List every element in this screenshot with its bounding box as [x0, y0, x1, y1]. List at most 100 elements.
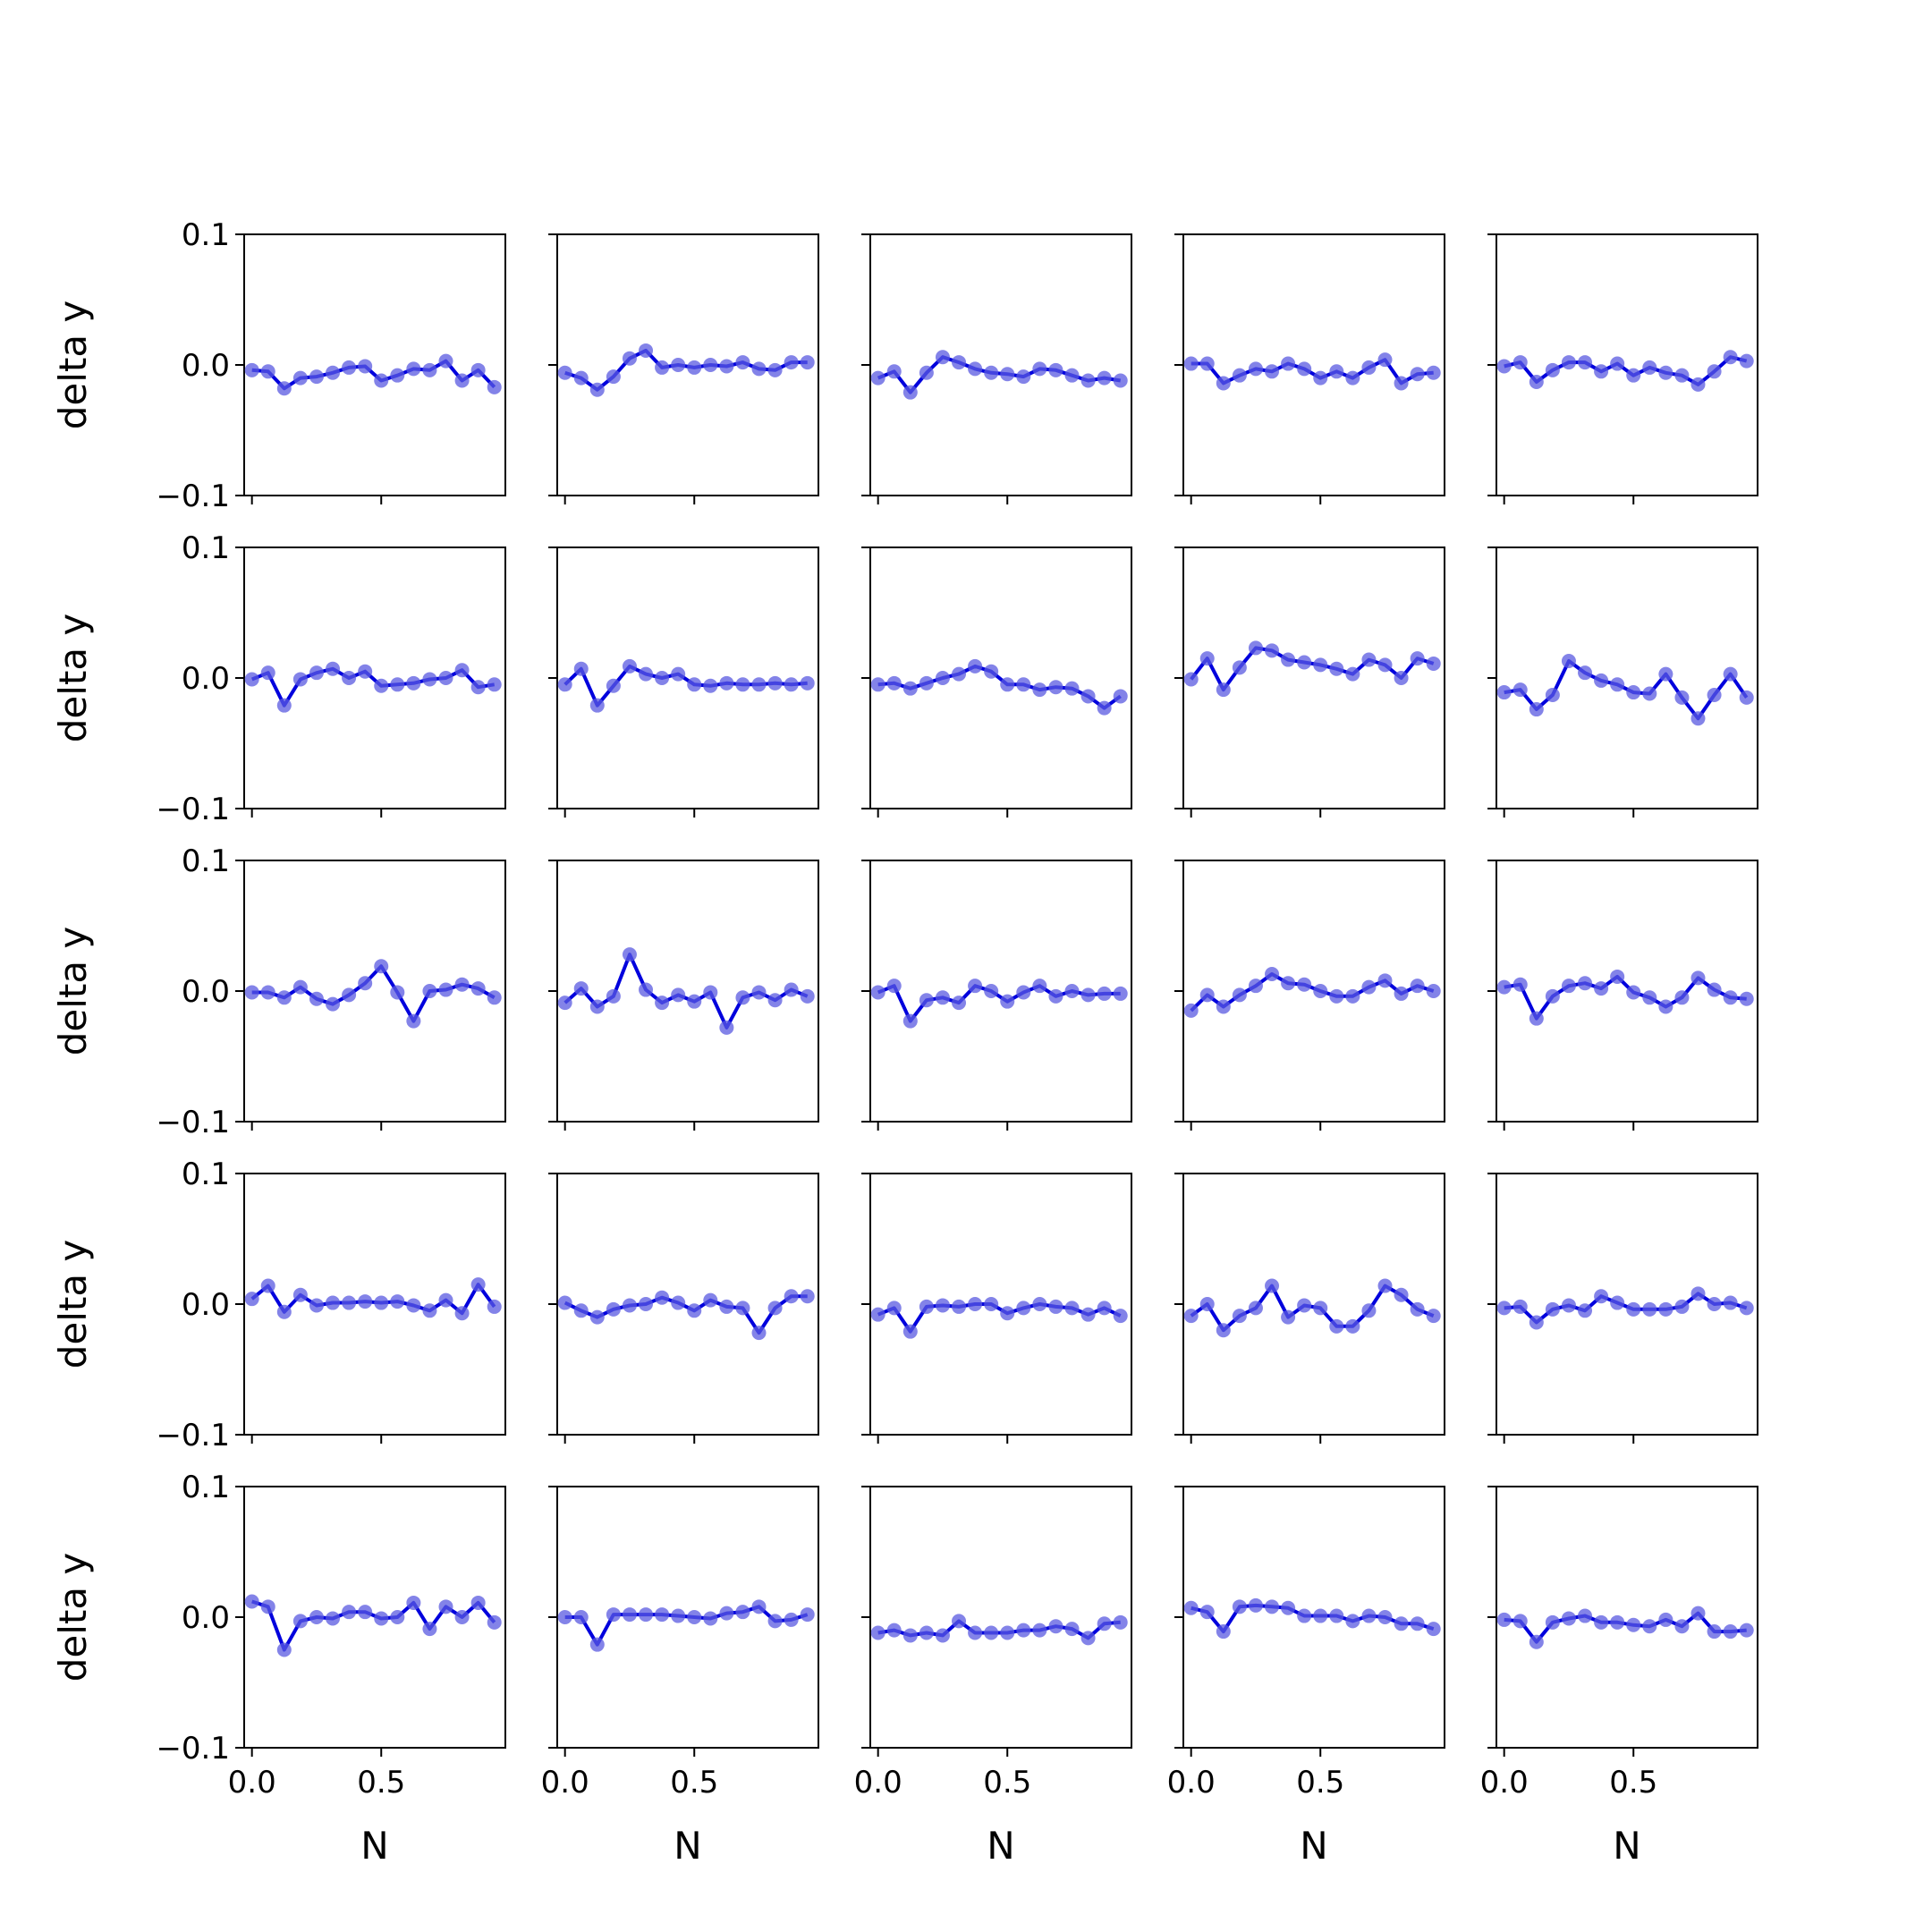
subplot-r2-c5 — [1487, 547, 1758, 818]
data-point — [703, 358, 718, 372]
data-point — [1265, 364, 1280, 379]
data-point — [902, 385, 918, 400]
data-point — [1345, 988, 1360, 1004]
data-point — [1016, 985, 1031, 1000]
data-point — [276, 1304, 292, 1319]
series-line — [1504, 1611, 1747, 1644]
data-point — [919, 1625, 934, 1640]
data-point — [1216, 376, 1231, 391]
data-point — [1642, 360, 1657, 375]
subplot-r2-c1 — [235, 547, 506, 818]
data-point — [1297, 977, 1312, 992]
data-point — [1496, 1612, 1512, 1627]
series-line — [250, 1283, 496, 1316]
subplot-r3-c4 — [1174, 860, 1445, 1131]
subplot-r1-c4 — [1174, 233, 1445, 504]
x-tick-label: 0.0 — [541, 1765, 589, 1801]
subplot-r5-c4 — [1174, 1486, 1445, 1757]
data-point — [1199, 356, 1215, 371]
data-point — [1426, 984, 1441, 998]
data-point — [487, 677, 502, 692]
data-point — [1723, 350, 1738, 365]
data-point — [870, 985, 886, 1000]
data-point — [886, 364, 902, 379]
data-point — [557, 996, 572, 1011]
subplot-r3-c2 — [548, 860, 819, 1131]
data-point — [1545, 687, 1560, 702]
axes-frame — [243, 233, 506, 496]
data-point — [1329, 1608, 1344, 1623]
data-point — [309, 1610, 324, 1624]
data-point — [1265, 1599, 1280, 1614]
data-point — [1080, 1307, 1096, 1322]
data-point — [1297, 361, 1312, 377]
data-point — [1281, 1309, 1296, 1325]
data-point — [784, 1612, 799, 1627]
axes-frame — [556, 860, 819, 1123]
data-point — [1674, 368, 1690, 383]
series-line — [877, 355, 1122, 394]
data-point — [1723, 990, 1738, 1005]
data-point — [935, 671, 950, 685]
data-point — [1594, 673, 1609, 688]
data-point — [374, 1611, 389, 1626]
data-point — [687, 994, 702, 1009]
series-line — [251, 359, 496, 391]
data-point — [454, 1306, 470, 1321]
subplot-r4-c3 — [861, 1173, 1132, 1444]
data-point — [639, 1297, 654, 1311]
data-point — [470, 362, 486, 377]
data-point — [751, 1599, 767, 1614]
data-point — [454, 373, 470, 388]
data-point — [470, 981, 486, 996]
data-point — [719, 1606, 734, 1621]
y-axis-label: delta y — [51, 1240, 95, 1369]
y-tick-label: −0.1 — [156, 792, 230, 827]
data-point — [1626, 985, 1641, 1000]
data-point — [292, 1287, 308, 1302]
data-point — [767, 675, 783, 691]
data-point — [1707, 982, 1722, 997]
data-point — [655, 1290, 670, 1305]
data-point — [919, 1299, 934, 1314]
data-point — [1113, 986, 1128, 1001]
y-tick-label: −0.1 — [156, 1105, 230, 1140]
data-point — [703, 985, 718, 1000]
data-point — [1529, 702, 1544, 717]
data-point — [1513, 682, 1528, 698]
data-point — [406, 675, 421, 691]
data-point — [1394, 1287, 1409, 1302]
subplot-r3-c5 — [1487, 860, 1758, 1131]
data-point — [1064, 1622, 1080, 1637]
data-point — [358, 1605, 373, 1620]
data-point — [687, 1610, 702, 1624]
data-point — [800, 355, 815, 370]
data-point — [1626, 1617, 1641, 1632]
x-tick-label: 0.5 — [1609, 1765, 1657, 1801]
data-point — [276, 698, 292, 713]
data-point — [244, 1594, 259, 1609]
data-point — [1426, 1309, 1441, 1324]
series-line — [1504, 355, 1748, 386]
data-point — [292, 1614, 308, 1629]
data-point — [1048, 988, 1063, 1004]
x-tick-label: 0.0 — [1167, 1765, 1216, 1801]
x-tick-label: 0.5 — [1296, 1765, 1344, 1801]
data-point — [784, 1289, 799, 1304]
data-point — [784, 355, 799, 370]
data-point — [1594, 1289, 1609, 1304]
data-point — [622, 351, 637, 366]
data-point — [1199, 1605, 1215, 1620]
data-point — [487, 1614, 502, 1630]
data-point — [935, 350, 950, 365]
data-point — [952, 1614, 967, 1629]
x-axis-label: N — [674, 1824, 701, 1868]
data-point — [1216, 682, 1231, 698]
data-point — [1080, 1631, 1096, 1646]
data-point — [919, 993, 934, 1008]
data-point — [1690, 970, 1706, 986]
data-point — [1361, 360, 1377, 375]
data-point — [1265, 967, 1280, 982]
data-point — [260, 364, 275, 379]
x-axis-label: N — [360, 1824, 388, 1868]
